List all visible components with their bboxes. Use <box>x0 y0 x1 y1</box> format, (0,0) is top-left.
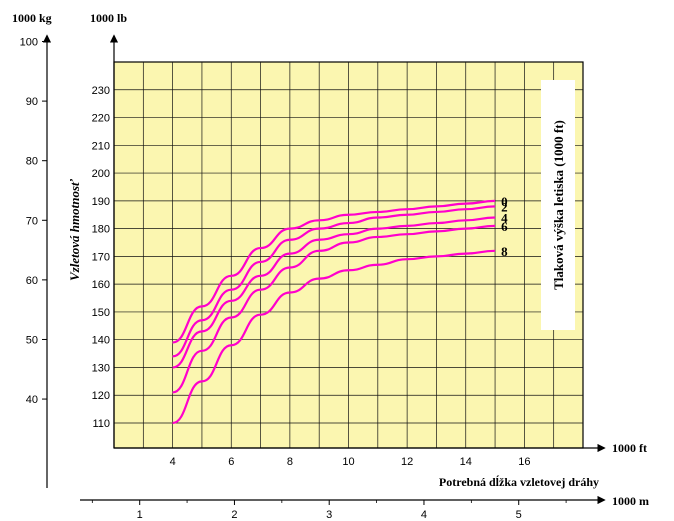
x-axis-tick-label: 8 <box>287 456 293 468</box>
inner-axis-tick-label: 190 <box>92 196 110 208</box>
x-axis-tick-label: 6 <box>228 456 234 468</box>
x-axis-tick-label: 4 <box>170 456 176 468</box>
grid <box>114 62 583 448</box>
x-axis-label: Potrebná dĺžka vzletovej dráhy <box>439 474 599 489</box>
x-axis-tick-label: 12 <box>401 456 413 468</box>
inner-axis-tick-label: 210 <box>92 140 110 152</box>
inner-axis-tick-label: 230 <box>92 85 110 97</box>
x-axis-tick-label: 16 <box>518 456 530 468</box>
side-label-box <box>541 80 575 330</box>
left-axis-tick-label: 80 <box>26 156 38 168</box>
m-axis-unit: 1000 m <box>612 494 649 508</box>
left-axis-tick-label: 90 <box>26 96 38 108</box>
left-axis-unit: 1000 kg <box>12 11 52 25</box>
left-axis-tick-label: 40 <box>26 394 38 406</box>
curve-altitude-8 <box>172 249 496 425</box>
ticks: 4050607080901001101101201301401501601701… <box>20 37 567 521</box>
curve-altitude-4 <box>172 216 496 369</box>
curve-label-8: 8 <box>501 244 508 259</box>
inner-axis-unit: 1000 lb <box>90 11 127 25</box>
curve-label-4: 4 <box>501 211 508 226</box>
x-axis-unit: 1000 ft <box>612 441 647 455</box>
left-axis-tick-label: 70 <box>26 215 38 227</box>
left-axis-tick-label: 60 <box>26 275 38 287</box>
inner-axis-tick-label: 150 <box>92 307 110 319</box>
left-axis-tick-label: 50 <box>26 334 38 346</box>
inner-axis-tick-label: 130 <box>92 362 110 374</box>
m-axis-tick-label: 4 <box>421 509 427 521</box>
inner-axis-tick-label: 220 <box>92 113 110 125</box>
curve-altitude-0 <box>172 199 496 344</box>
inner-axis-tick-label: 140 <box>92 335 110 347</box>
side-label: Tlaková výška letiska (1000 ft) <box>551 120 566 290</box>
curve-label-0: 0 <box>501 194 508 209</box>
m-axis-tick-label: 3 <box>326 509 332 521</box>
m-axis-tick-label: 5 <box>516 509 522 521</box>
curve-altitude-2 <box>172 205 496 358</box>
x-axis-tick-label: 14 <box>460 456 472 468</box>
m-axis-tick-label: 1 <box>137 509 143 521</box>
y-axis-label: Vzletová hmotnosť <box>67 178 82 281</box>
curve-altitude-6 <box>172 224 496 394</box>
curve-label-6: 6 <box>501 219 508 234</box>
inner-axis-tick-label: 170 <box>92 251 110 263</box>
x-axis-tick-label: 10 <box>342 456 354 468</box>
left-axis-tick-label: 100 <box>20 37 38 49</box>
inner-axis-tick-label: 200 <box>92 168 110 180</box>
inner-axis-tick-label: 120 <box>92 390 110 402</box>
inner-axis-tick-label: 180 <box>92 224 110 236</box>
inner-axis-tick-label: 160 <box>92 279 110 291</box>
m-axis-tick-label: 2 <box>231 509 237 521</box>
inner-axis-tick-label: 110 <box>92 418 110 430</box>
curve-label-2: 2 <box>501 199 508 214</box>
